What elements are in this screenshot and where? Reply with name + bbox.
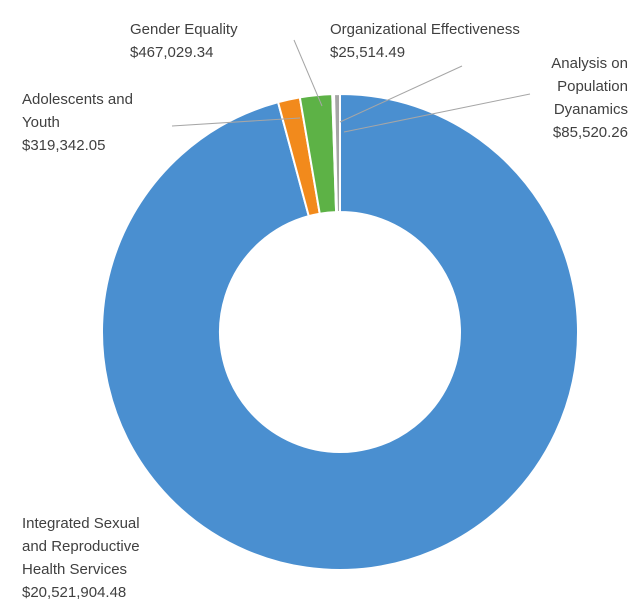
labels-group: Integrated Sexual and Reproductive Health …: [22, 21, 628, 601]
data-label-line: and Reproductive: [22, 538, 140, 555]
data-label-line: Population: [557, 78, 628, 95]
leader-line-analysis-on-population-dyanamics: [343, 93, 531, 133]
leader-lines-group: [171, 39, 531, 133]
leader-line-organizational-effectiveness: [339, 65, 463, 123]
data-label-value: $20,521,904.48: [22, 584, 126, 601]
data-label-analysis-on-population-dyanamics: Analysis on Population Dyanamics $85,520.26: [551, 55, 628, 141]
data-label-gender-equality: Gender Equality $467,029.34: [130, 21, 238, 61]
data-label-line: Health Services: [22, 561, 127, 578]
data-label-line: Gender Equality: [130, 21, 238, 38]
data-label-adolescents-and-youth: Adolescents and Youth $319,342.05: [22, 91, 133, 154]
data-label-line: Adolescents and: [22, 91, 133, 108]
leader-line-adolescents-and-youth: [171, 117, 301, 127]
slice-integrated-sexual-and-reproductive-health-services: [101, 92, 579, 571]
data-label-line: Dyanamics: [554, 101, 628, 118]
data-label-value: $319,342.05: [22, 137, 105, 154]
data-label-line: Youth: [22, 114, 60, 131]
data-label-value: $85,520.26: [553, 124, 628, 141]
data-label-line: Analysis on: [551, 55, 628, 72]
data-label-line: Integrated Sexual: [22, 515, 140, 532]
data-label-value: $25,514.49: [330, 44, 405, 61]
slice-analysis-on-population-dyanamics: [333, 92, 341, 214]
data-label-line: Organizational Effectiveness: [330, 21, 520, 38]
data-label-integrated-sexual-and-reproductive-health-services: Integrated Sexual and Reproductive Health …: [22, 515, 140, 601]
data-label-value: $467,029.34: [130, 44, 213, 61]
data-label-organizational-effectiveness: Organizational Effectiveness $25,514.49: [330, 21, 520, 61]
leader-line-gender-equality: [293, 39, 323, 107]
slices-group: [101, 92, 579, 571]
